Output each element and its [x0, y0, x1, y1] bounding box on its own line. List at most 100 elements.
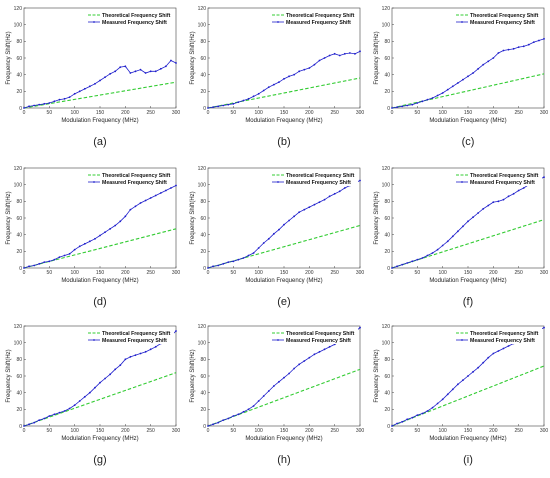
data-point	[492, 57, 495, 59]
y-tick-label: 20	[200, 407, 206, 413]
data-point	[472, 216, 474, 219]
data-point	[83, 87, 86, 90]
data-point	[48, 260, 51, 263]
x-tick-label: 300	[540, 110, 549, 116]
data-point	[33, 264, 36, 267]
chart-panel: 0 50 100 150 200 250 300 0 20 40 60 80 100 120 Modulat…	[6, 324, 180, 442]
y-tick-label: 80	[384, 357, 390, 363]
chart-panel: 0 50 100 150 200 250 300 0 20 40 60 80 100 120 Modulat…	[190, 324, 364, 442]
data-point	[283, 223, 285, 226]
data-point	[328, 195, 331, 198]
x-tick-label: 300	[540, 270, 549, 276]
legend-label-theoretical: Theoretical Frequency Shift	[286, 173, 355, 179]
data-point	[227, 261, 230, 264]
x-tick-label: 50	[47, 428, 53, 434]
data-point	[94, 386, 96, 389]
data-point	[38, 419, 41, 422]
data-point	[416, 102, 419, 104]
x-tick-label: 0	[391, 270, 394, 276]
x-axis-label: Modulation Frequency (MHz)	[61, 278, 138, 284]
y-tick-label: 20	[200, 249, 206, 255]
data-point	[58, 411, 61, 414]
data-point	[73, 248, 76, 251]
legend-marker-measured	[93, 339, 95, 341]
data-point	[278, 81, 280, 84]
data-point	[451, 235, 454, 238]
data-point	[99, 234, 101, 237]
x-axis-label: Modulation Frequency (MHz)	[61, 436, 138, 442]
chart-panel: 0 50 100 150 200 250 300 0 20 40 60 80 100 120 Modulat…	[190, 166, 364, 284]
data-point	[114, 368, 117, 371]
data-point	[242, 257, 245, 259]
data-point	[104, 76, 106, 79]
data-point	[109, 227, 112, 230]
data-point	[293, 367, 296, 370]
data-point	[33, 104, 36, 107]
data-point	[63, 410, 66, 412]
legend-marker-measured	[277, 21, 279, 23]
y-tick-label: 0	[387, 266, 390, 272]
data-point	[446, 240, 449, 243]
data-point	[354, 52, 356, 55]
data-point	[217, 264, 220, 267]
data-point	[129, 72, 132, 74]
data-point	[53, 258, 56, 261]
y-tick-label: 120	[382, 166, 391, 172]
data-point	[272, 385, 275, 387]
x-tick-label: 200	[305, 428, 314, 434]
data-point	[278, 228, 280, 231]
data-point	[472, 72, 474, 74]
data-point	[406, 418, 409, 421]
data-point	[333, 52, 336, 55]
y-tick-label: 60	[384, 56, 390, 62]
data-point	[99, 79, 101, 82]
legend-label-theoretical: Theoretical Frequency Shift	[470, 331, 539, 337]
data-point	[456, 82, 459, 84]
y-tick-label: 40	[384, 232, 390, 238]
data-point	[175, 184, 177, 187]
data-point	[288, 372, 290, 375]
y-tick-label: 20	[16, 249, 22, 255]
y-tick-label: 80	[384, 39, 390, 45]
data-point	[175, 62, 177, 64]
data-point	[134, 354, 137, 357]
panel-caption: (e)	[277, 296, 291, 308]
y-axis-label: Frequency Shift(Hz)	[190, 191, 196, 244]
x-tick-label: 200	[121, 110, 130, 116]
data-point	[462, 78, 464, 81]
data-point	[242, 99, 245, 102]
data-point	[522, 187, 525, 189]
data-point	[175, 330, 177, 332]
data-point	[114, 70, 117, 73]
data-point	[207, 425, 209, 427]
data-point	[124, 358, 127, 361]
y-tick-label: 20	[384, 89, 390, 95]
data-point	[477, 212, 480, 214]
data-point	[401, 105, 404, 108]
legend-marker-measured	[461, 21, 463, 23]
y-tick-label: 20	[384, 407, 390, 413]
legend-label-theoretical: Theoretical Frequency Shift	[102, 173, 171, 179]
data-point	[472, 370, 474, 373]
data-point	[462, 379, 464, 382]
data-point	[212, 423, 214, 426]
y-axis-label: Frequency Shift(Hz)	[374, 31, 380, 84]
x-tick-label: 300	[172, 270, 181, 276]
legend-box	[86, 10, 174, 26]
panel-caption: (i)	[463, 454, 473, 466]
y-tick-label: 20	[384, 249, 390, 255]
data-point	[426, 98, 429, 101]
data-point	[396, 106, 398, 109]
data-point	[522, 45, 525, 48]
y-tick-label: 100	[198, 340, 207, 346]
series-line-theoretical	[207, 368, 361, 427]
data-point	[359, 326, 361, 329]
y-tick-label: 0	[387, 424, 390, 430]
data-point	[88, 391, 91, 394]
x-tick-label: 200	[489, 428, 498, 434]
data-point	[267, 390, 270, 392]
x-tick-label: 50	[231, 428, 237, 434]
data-point	[217, 105, 220, 108]
data-point	[242, 410, 245, 413]
